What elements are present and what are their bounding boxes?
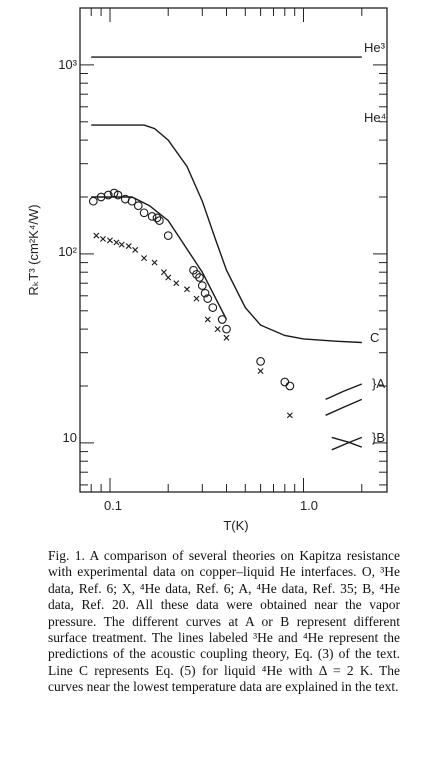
y-tick-label-10: 10 <box>63 430 77 445</box>
point-he4-cross <box>173 280 180 287</box>
figure-caption: Fig. 1. A comparison of several theories… <box>48 548 400 695</box>
point-he3-circle <box>113 190 123 200</box>
point-he3-circle <box>147 212 157 221</box>
x-tick-label-1.0: 1.0 <box>300 498 318 513</box>
data-series <box>88 56 363 451</box>
point-he4-cross <box>125 243 132 250</box>
point-he4-cross <box>132 246 139 253</box>
point-he4-cross <box>204 316 211 323</box>
point-he3-circle <box>127 196 137 206</box>
x-axis-label: T(K) <box>223 518 248 533</box>
label-b: }B <box>372 430 385 445</box>
series-line-c <box>91 196 228 320</box>
label-he4: He⁴ <box>364 110 386 125</box>
point-he3-circle <box>208 303 218 312</box>
point-he4-cross <box>184 286 190 293</box>
point-he4-cross <box>223 334 230 341</box>
x-tick-label-0.1: 0.1 <box>104 498 122 513</box>
point-he4-cross <box>214 326 221 333</box>
point-he3-circle <box>203 294 213 303</box>
y-tick-label-1000: 10³ <box>58 57 77 72</box>
y-tick-label-100: 10² <box>58 244 77 259</box>
point-he3-circle <box>195 273 204 282</box>
point-he4-cross <box>165 274 172 281</box>
plot-frame <box>79 7 388 493</box>
point-he4-cross <box>151 259 158 266</box>
point-he4-cross <box>286 412 293 419</box>
label-a: }A <box>372 376 385 391</box>
point-he4-cross <box>141 255 148 262</box>
label-c: C <box>370 330 379 345</box>
series-line-b1 <box>331 436 363 451</box>
point-he3-circle <box>133 201 143 211</box>
point-he3-circle <box>103 190 113 200</box>
point-he4-cross <box>160 269 167 276</box>
label-he3: He³ <box>364 40 386 55</box>
point-he3-circle <box>139 208 149 218</box>
point-he4-cross <box>99 235 106 242</box>
series-line-b2 <box>331 436 363 448</box>
point-he3-circle <box>222 324 231 334</box>
point-he3-circle <box>200 288 210 298</box>
point-he3-circle <box>217 315 227 324</box>
point-he4-cross <box>193 295 200 302</box>
point-he4-cross <box>118 241 125 248</box>
point-he3-circle <box>88 196 98 206</box>
series-line-he4 <box>91 124 362 344</box>
point-he4-cross <box>106 237 113 244</box>
point-he4-cross <box>257 368 264 375</box>
point-he4-cross <box>113 239 120 246</box>
point-he3-circle <box>256 357 265 366</box>
point-he4-cross <box>93 232 100 239</box>
point-he3-circle <box>152 213 162 223</box>
point-he3-circle <box>280 377 290 387</box>
point-he3-circle <box>197 281 207 290</box>
point-he3-circle <box>285 381 295 391</box>
series-line-a1 <box>325 383 363 401</box>
y-axis-label: RₖT³ (cm²K⁴/W) <box>26 204 41 295</box>
kapitza-chart: 0.1 1.0 10 10² 10³ T(K) RₖT³ (cm²K⁴/W) H… <box>26 7 388 533</box>
series-line-a2 <box>325 398 363 416</box>
point-he3-circle <box>155 216 164 225</box>
axis-ticks <box>80 8 387 492</box>
point-he3-circle <box>163 231 173 240</box>
